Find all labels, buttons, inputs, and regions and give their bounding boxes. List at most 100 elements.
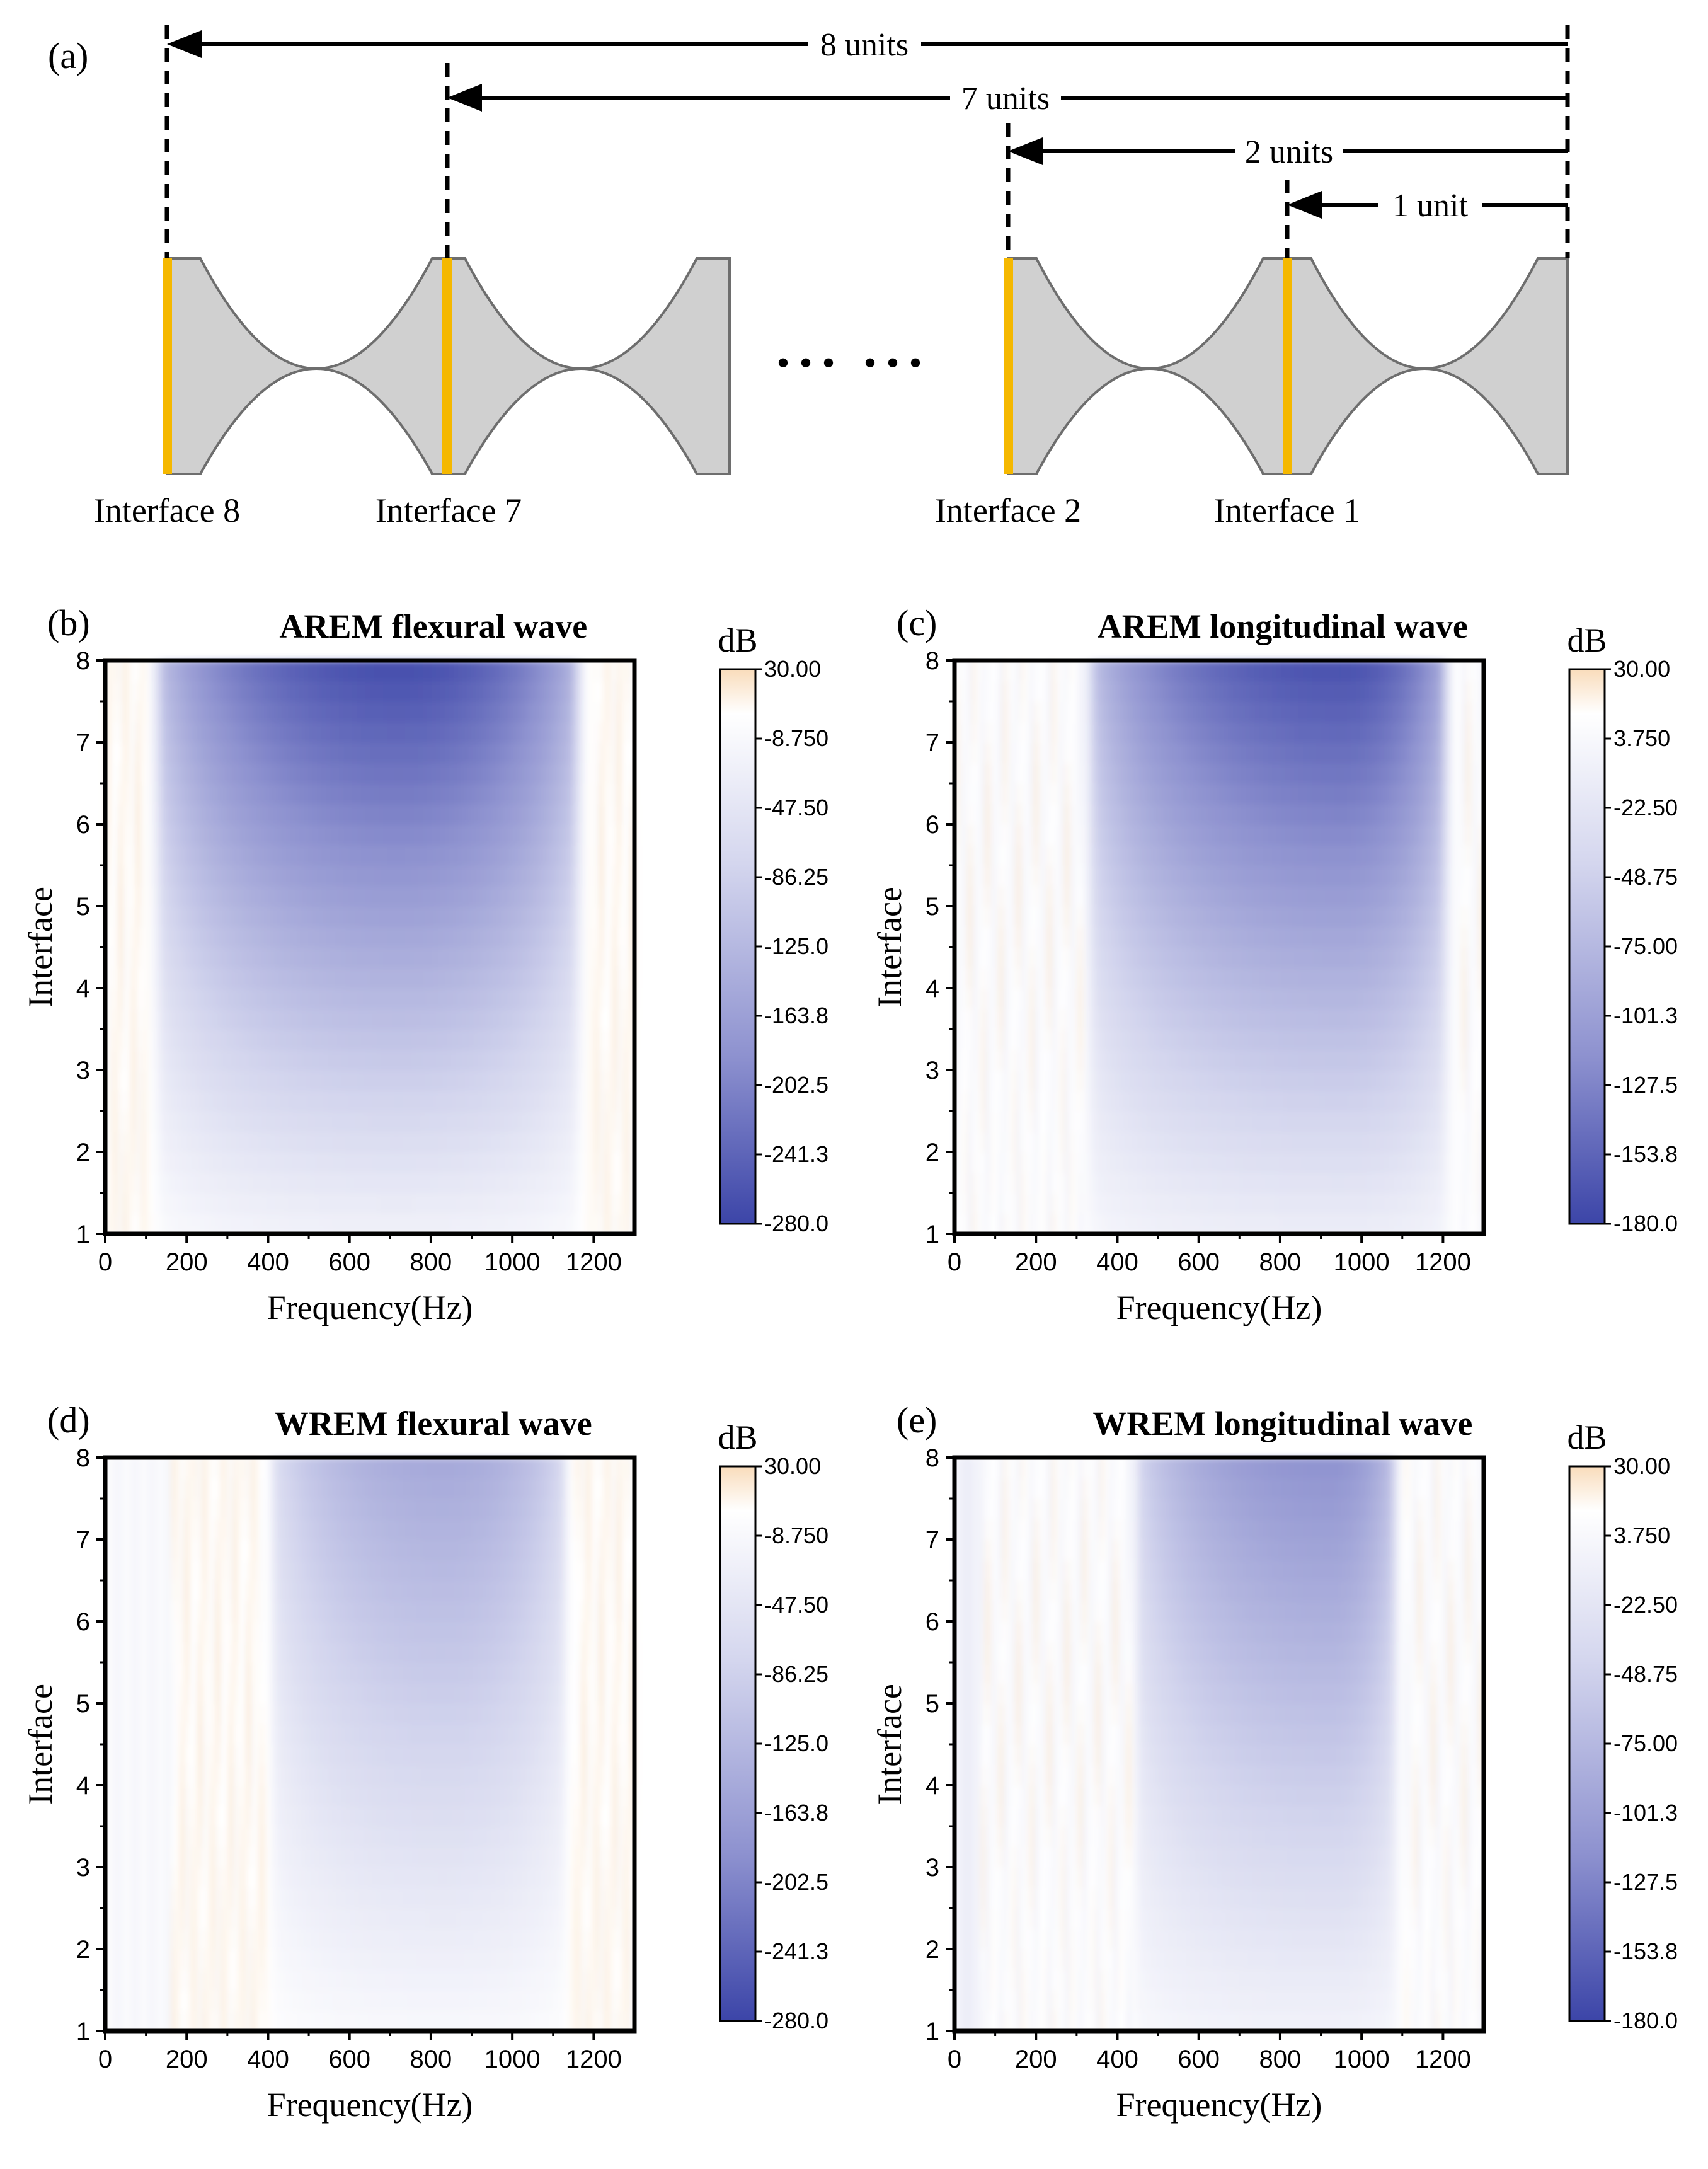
heatmap-cell: [246, 1070, 251, 1091]
heatmap-cell: [436, 1070, 441, 1091]
heatmap-cell: [238, 947, 243, 969]
heatmap-cell: [1104, 722, 1109, 743]
heatmap-cell: [1193, 1090, 1198, 1112]
heatmap-cell: [515, 762, 520, 784]
heatmap-cell: [171, 1193, 176, 1214]
heatmap-cell: [290, 660, 295, 682]
heatmap-cell: [1074, 1049, 1079, 1071]
heatmap-cell: [1109, 947, 1114, 969]
heatmap-cell: [396, 988, 401, 1010]
heatmap-cell: [454, 824, 459, 846]
heatmap-cell: [352, 681, 357, 702]
heatmap-cell: [1096, 681, 1101, 702]
heatmap-cell: [599, 906, 604, 928]
heatmap-cell: [1162, 824, 1167, 846]
heatmap-cell: [1144, 1131, 1149, 1153]
heatmap-cell: [555, 906, 560, 928]
heatmap-cell: [599, 1049, 604, 1071]
heatmap-cell: [193, 1152, 198, 1173]
heatmap-cell: [251, 1008, 256, 1030]
heatmap-cell: [145, 701, 150, 723]
heatmap-cell: [529, 783, 534, 805]
heatmap-cell: [401, 1070, 406, 1091]
heatmap-cell: [418, 701, 423, 723]
heatmap-cell: [215, 824, 221, 846]
heatmap-cell: [507, 701, 512, 723]
heatmap-cell: [154, 722, 159, 743]
heatmap-cell: [1166, 722, 1171, 743]
heatmap-cell: [445, 722, 450, 743]
heatmap-cell: [1047, 1008, 1052, 1030]
heatmap-cell: [1025, 722, 1030, 743]
heatmap-cell: [502, 783, 507, 805]
heatmap-cell: [348, 1090, 353, 1112]
heatmap-cell: [343, 803, 348, 825]
heatmap-cell: [251, 1111, 256, 1132]
heatmap-cell: [427, 783, 432, 805]
heatmap-cell: [985, 722, 990, 743]
heatmap-cell: [326, 824, 331, 846]
heatmap-cell: [604, 1213, 609, 1234]
heatmap-cell: [1052, 681, 1057, 702]
heatmap-cell: [180, 1070, 185, 1091]
heatmap-cell: [1144, 1070, 1149, 1091]
heatmap-cell: [533, 906, 538, 928]
heatmap-cell: [1157, 660, 1162, 682]
heatmap-cell: [185, 1029, 190, 1050]
heatmap-cell: [621, 1090, 626, 1112]
heatmap-cell: [471, 701, 476, 723]
heatmap-cell: [229, 1193, 234, 1214]
heatmap-cell: [1025, 865, 1030, 887]
heatmap-cell: [1118, 865, 1123, 887]
heatmap-cell: [1184, 1029, 1189, 1050]
heatmap-cell: [308, 1152, 313, 1173]
heatmap-cell: [365, 660, 370, 682]
heatmap-cell: [335, 701, 340, 723]
heatmap-cell: [1184, 803, 1189, 825]
heatmap-cell: [1047, 1193, 1052, 1214]
heatmap-cell: [273, 762, 278, 784]
heatmap-cell: [480, 1131, 485, 1153]
heatmap-cell: [1074, 906, 1079, 928]
heatmap-cell: [365, 1131, 370, 1153]
heatmap-cell: [511, 947, 516, 969]
heatmap-cell: [515, 722, 520, 743]
heatmap-cell: [1118, 762, 1123, 784]
heatmap-cell: [529, 701, 534, 723]
heatmap-cell: [551, 1152, 556, 1173]
heatmap-cell: [1038, 742, 1043, 764]
heatmap-cell: [1149, 906, 1154, 928]
heatmap-cell: [1021, 865, 1026, 887]
heatmap-cell: [471, 1152, 476, 1173]
heatmap-cell: [242, 1152, 247, 1173]
heatmap-cell: [568, 1008, 573, 1030]
heatmap-cell: [268, 865, 273, 887]
heatmap-cell: [140, 1049, 146, 1071]
heatmap-cell: [555, 803, 560, 825]
heatmap-cell: [471, 947, 476, 969]
heatmap-cell: [489, 660, 494, 682]
heatmap-cell: [171, 1049, 176, 1071]
heatmap-cell: [348, 722, 353, 743]
heatmap-cell: [246, 1213, 251, 1234]
heatmap-cell: [564, 967, 569, 989]
heatmap-cell: [1038, 844, 1043, 866]
heatmap-cell: [365, 1008, 370, 1030]
heatmap-cell: [1021, 701, 1026, 723]
heatmap-cell: [264, 1008, 269, 1030]
heatmap-cell: [114, 988, 119, 1010]
heatmap-cell: [229, 967, 234, 989]
heatmap-cell: [1171, 701, 1176, 723]
heatmap-cell: [994, 1131, 999, 1153]
heatmap-cell: [555, 1029, 560, 1050]
heatmap-cell: [467, 1172, 472, 1194]
heatmap-cell: [1016, 1070, 1021, 1091]
heatmap-cell: [136, 701, 141, 723]
heatmap-cell: [617, 988, 622, 1010]
heatmap-cell: [286, 783, 291, 805]
heatmap-cell: [374, 762, 379, 784]
heatmap-cell: [242, 783, 247, 805]
heatmap-cell: [999, 1111, 1004, 1132]
heatmap-cell: [220, 762, 225, 784]
